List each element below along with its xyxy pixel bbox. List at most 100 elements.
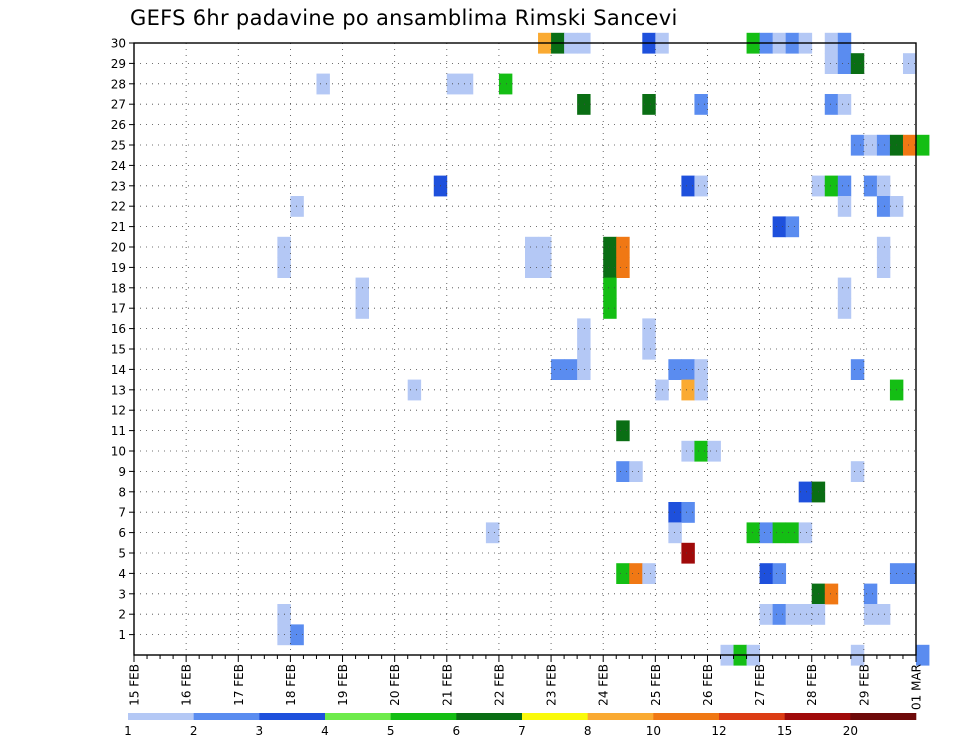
heatmap-cell: [642, 338, 656, 360]
legend-label: 12: [711, 724, 726, 738]
x-tick-label: 22 FEB: [492, 664, 506, 706]
legend-swatch: [390, 713, 457, 720]
heatmap-cell: [876, 175, 891, 197]
y-tick-label: 25: [111, 139, 126, 153]
heatmap-cell: [290, 624, 304, 646]
heatmap-cell: [837, 196, 852, 217]
y-tick-label: 6: [118, 526, 126, 540]
y-tick-label: 13: [111, 383, 126, 397]
heatmap-cell: [616, 563, 630, 584]
heatmap-cell: [785, 522, 800, 544]
y-tick-label: 5: [118, 547, 126, 561]
heatmap-cell: [694, 175, 708, 197]
y-tick-label: 17: [111, 302, 126, 316]
x-tick-label: 27 FEB: [753, 664, 767, 706]
heatmap-cell: [616, 420, 630, 442]
y-tick-label: 16: [111, 322, 126, 336]
legend-label: 15: [777, 724, 792, 738]
chart-title: GEFS 6hr padavine po ansamblima Rimski S…: [130, 6, 678, 30]
heatmap-cell: [876, 196, 891, 217]
y-tick-label: 2: [118, 608, 126, 622]
heatmap-cell: [681, 502, 695, 523]
legend-swatch: [128, 713, 194, 720]
y-tick-label: 8: [118, 485, 126, 499]
y-tick-label: 15: [111, 343, 126, 357]
heatmap-cell: [603, 236, 617, 258]
heatmap-cell: [446, 73, 461, 95]
heatmap-cell: [772, 522, 787, 544]
heatmap-cell: [577, 359, 591, 380]
heatmap-cell: [642, 318, 656, 340]
x-tick-label: 17 FEB: [232, 664, 246, 706]
heatmap-cell: [902, 53, 917, 74]
x-tick-label: 16 FEB: [180, 664, 194, 706]
y-tick-label: 21: [111, 220, 126, 234]
legend-label: 6: [453, 724, 461, 738]
heatmap-cell: [498, 73, 513, 95]
heatmap-cell: [290, 196, 304, 217]
heatmap-cell: [876, 236, 891, 258]
x-tick-label: 21 FEB: [440, 664, 454, 706]
x-tick-label: 23 FEB: [545, 664, 559, 706]
heatmap-cell: [837, 277, 852, 299]
gridlines-layer: [134, 42, 916, 655]
legend-swatch: [522, 713, 588, 720]
heatmap-cell: [407, 379, 422, 401]
legend-label: 10: [646, 724, 661, 738]
y-tick-label: 14: [111, 363, 126, 377]
heatmap-cell: [798, 481, 813, 503]
y-tick-label: 20: [111, 241, 126, 255]
legend-swatch: [587, 713, 654, 720]
y-tick-label: 30: [111, 37, 126, 51]
legend-label: 1: [124, 724, 132, 738]
heatmap-cell: [876, 604, 891, 625]
legend-swatch: [850, 713, 917, 720]
legend-swatch: [784, 713, 851, 720]
heatmap-cell: [824, 94, 839, 115]
heatmap-cell: [694, 440, 708, 462]
y-tick-label: 26: [111, 118, 126, 132]
heatmap-cell: [577, 338, 591, 360]
heatmap-cell: [577, 318, 591, 340]
heatmap-cell: [824, 583, 839, 605]
heatmap-cell: [837, 175, 852, 197]
heatmap-cell: [837, 53, 852, 74]
legend-label: 20: [843, 724, 858, 738]
heatmap-cell: [707, 440, 721, 462]
heatmap-cell: [485, 522, 500, 544]
heatmap-cell: [694, 359, 708, 380]
heatmap-cell: [902, 563, 917, 584]
heatmap-cell: [681, 359, 695, 380]
heatmap-cell: [694, 379, 708, 401]
heatmap-cell: [876, 257, 891, 278]
y-tick-label: 19: [111, 261, 126, 275]
heatmap-cell: [616, 236, 630, 258]
legend-swatch: [456, 713, 523, 720]
legend-label: 8: [584, 724, 592, 738]
heatmap-cell: [850, 461, 865, 482]
legend-label: 3: [256, 724, 264, 738]
heatmap-cell: [824, 53, 839, 74]
heatmap-cell: [772, 563, 787, 584]
heatmap-cell: [668, 502, 682, 523]
heatmap-cell: [759, 522, 774, 544]
heatmap-cell: [772, 604, 787, 625]
heatmap-cell: [603, 277, 617, 299]
heatmap-cell: [681, 440, 695, 462]
y-tick-label: 7: [118, 506, 126, 520]
y-tick-label: 22: [111, 200, 126, 214]
heatmap-cell: [824, 175, 839, 197]
heatmap-cell: [538, 257, 552, 278]
heatmap-cell: [564, 359, 578, 380]
y-tick-label: 24: [111, 159, 126, 173]
legend-swatch: [259, 713, 326, 720]
y-tick-label: 1: [118, 628, 126, 642]
x-tick-label: 26 FEB: [701, 664, 715, 706]
y-tick-label: 11: [111, 424, 126, 438]
heatmap-cell: [668, 359, 682, 380]
heatmap-cell: [551, 359, 565, 380]
x-tick-label: 29 FEB: [857, 664, 871, 706]
heatmap-cell: [863, 604, 878, 625]
heatmap-cell: [902, 134, 917, 156]
heatmap-cell: [850, 53, 865, 74]
